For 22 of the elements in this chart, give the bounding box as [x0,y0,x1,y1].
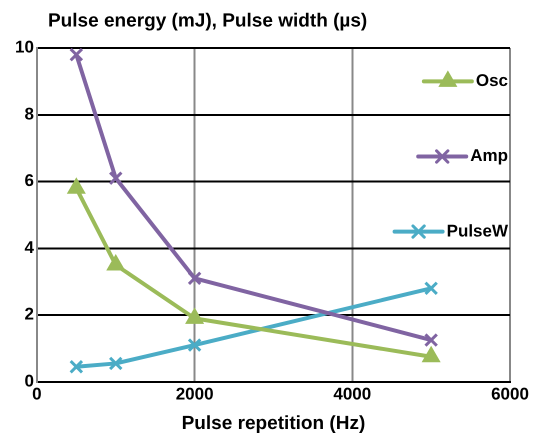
y-tick-label: 2 [24,304,34,324]
x-tick-label: 6000 [491,384,529,404]
point [424,281,438,296]
y-axis-title: Pulse energy (mJ), Pulse width (µs) [48,10,368,32]
point [108,171,123,186]
x-axis-title: Pulse repetition (Hz) [182,412,366,434]
point [424,332,438,348]
y-tick-label: 4 [24,238,34,257]
y-tick-label: 0 [24,371,34,390]
y-tick-label: 6 [24,171,34,190]
legend-label: Amp [470,146,508,166]
point [108,356,123,371]
y-tick-label: 8 [24,104,34,124]
y-tick-label: 10 [14,38,34,57]
x-tick-label: 4000 [333,384,372,404]
point [187,338,202,352]
legend-label: PulseW [446,221,509,240]
point [69,48,84,62]
point [187,271,202,286]
legend-label: Osc [476,71,508,90]
point [69,360,84,374]
x-tick-label: 2000 [176,384,214,404]
